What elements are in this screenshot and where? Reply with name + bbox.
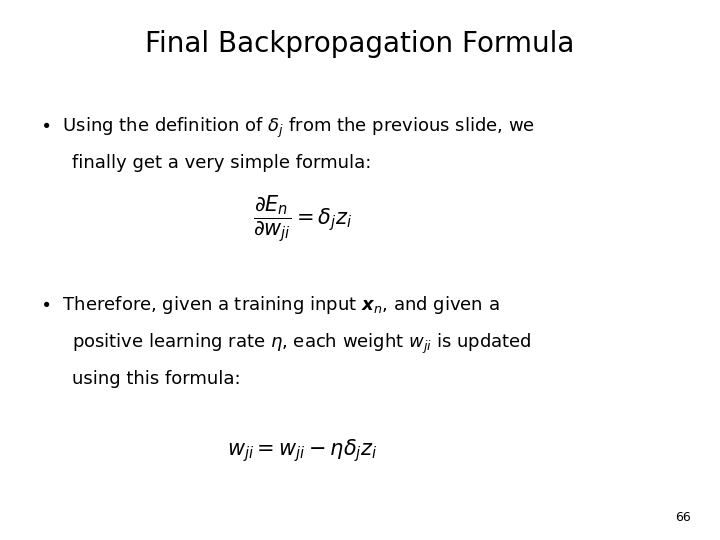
Text: $\bullet$  Using the definition of $\delta_j$ from the previous slide, we: $\bullet$ Using the definition of $\delt… xyxy=(40,116,534,140)
Text: $w_{ji} = w_{ji} - \eta\delta_j z_i$: $w_{ji} = w_{ji} - \eta\delta_j z_i$ xyxy=(228,437,377,464)
Text: $\bullet$  Therefore, given a training input $\boldsymbol{x}_n$, and given a: $\bullet$ Therefore, given a training in… xyxy=(40,294,499,316)
Text: using this formula:: using this formula: xyxy=(72,370,240,388)
Text: Final Backpropagation Formula: Final Backpropagation Formula xyxy=(145,30,575,58)
Text: $\dfrac{\partial E_n}{\partial w_{ji}} = \delta_j z_i$: $\dfrac{\partial E_n}{\partial w_{ji}} =… xyxy=(253,193,352,244)
Text: 66: 66 xyxy=(675,511,691,524)
Text: positive learning rate $\eta$, each weight $w_{ji}$ is updated: positive learning rate $\eta$, each weig… xyxy=(72,332,531,356)
Text: finally get a very simple formula:: finally get a very simple formula: xyxy=(72,154,372,172)
